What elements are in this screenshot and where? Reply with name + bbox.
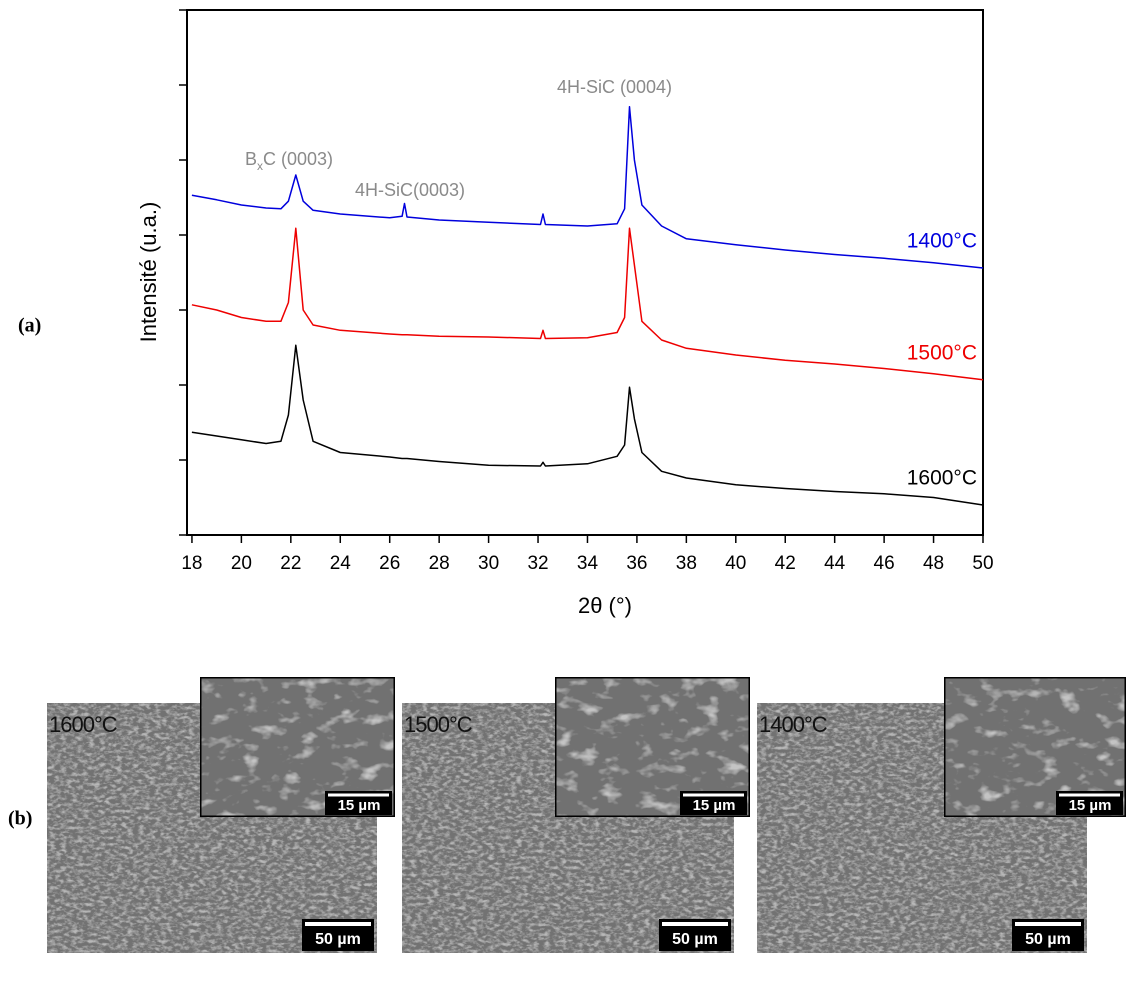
sem-label: 1500°C: [404, 712, 473, 737]
annotation: 4H-SiC (0004): [557, 77, 672, 97]
x-tick-label: 46: [874, 553, 895, 574]
annotation-part: 4H-SiC (0004): [557, 77, 672, 97]
plot-frame: [186, 9, 984, 536]
x-tick-label: 34: [577, 553, 599, 574]
x-tick-label: 26: [379, 553, 400, 574]
series-line: [191, 106, 984, 269]
annotation: 4H-SiC(0003): [355, 180, 465, 200]
x-tick-label: 18: [181, 553, 202, 574]
x-tick-label: 36: [626, 553, 647, 574]
x-tick-label: 42: [775, 553, 796, 574]
x-axis-title: 2θ (°): [578, 593, 632, 618]
x-tick-label: 22: [280, 553, 301, 574]
panel-label: (a): [18, 315, 41, 337]
x-tick-label: 20: [231, 553, 252, 574]
annotation-part: B: [245, 149, 257, 169]
inset-scale-label: 15 µm: [693, 797, 736, 814]
x-tick-label: 30: [478, 553, 499, 574]
scale-label: 50 µm: [672, 931, 718, 948]
series-line: [191, 344, 984, 506]
series-label: 1400°C: [907, 230, 977, 253]
x-tick-label: 38: [676, 553, 697, 574]
x-tick-label: 50: [972, 553, 993, 574]
sem-label: 1600°C: [49, 712, 118, 737]
x-tick-label: 40: [725, 553, 746, 574]
x-tick-label: 24: [330, 553, 352, 574]
x-tick-label: 28: [429, 553, 450, 574]
x-tick-label: 44: [824, 553, 846, 574]
series-label: 1500°C: [907, 341, 977, 364]
annotation-part: 4H-SiC(0003): [355, 180, 465, 200]
series-label: 1600°C: [907, 467, 977, 490]
inset-scale-label: 15 µm: [338, 797, 381, 814]
panel-label: (b): [8, 808, 32, 830]
y-axis-title: Intensité (u.a.): [136, 202, 161, 343]
sem-label: 1400°C: [759, 712, 828, 737]
annotation-part: x: [257, 159, 263, 173]
x-tick-label: 48: [923, 553, 944, 574]
scale-label: 50 µm: [1025, 931, 1071, 948]
annotation: BxC (0003): [245, 149, 333, 173]
scale-label: 50 µm: [315, 931, 361, 948]
series-line: [191, 227, 984, 381]
x-tick-label: 32: [527, 553, 548, 574]
inset-scale-label: 15 µm: [1069, 797, 1112, 814]
annotation-part: C (0003): [263, 149, 333, 169]
